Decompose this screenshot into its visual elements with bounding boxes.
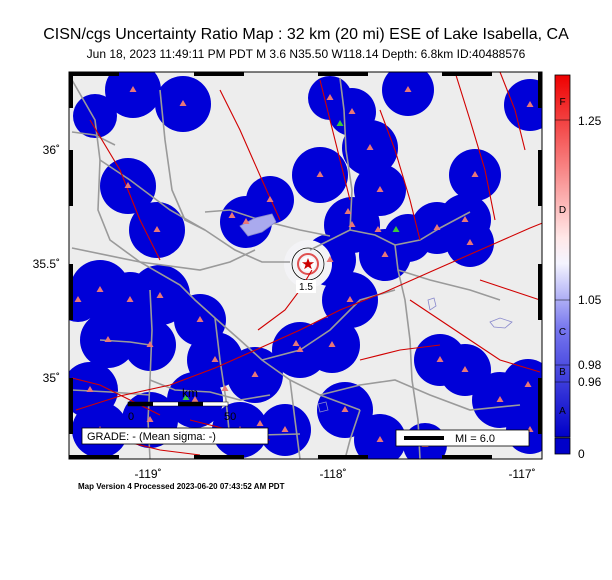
colorbar-value: 0 <box>578 447 585 461</box>
contour-label-box <box>296 280 316 293</box>
lon-tick-label: -117˚ <box>508 467 535 481</box>
colorbar-value: 0.98 <box>578 358 602 372</box>
mi-legend-box <box>395 429 530 447</box>
colorbar-value: 1.05 <box>578 293 602 307</box>
colorbar-letter: F <box>559 97 565 108</box>
scale-bar: km 0 50 <box>127 386 236 423</box>
contour-label: 1.5 <box>299 282 313 293</box>
scale-label-max: 50 <box>224 411 236 423</box>
mi-legend-line <box>404 436 444 440</box>
grade-label: GRADE: - (Mean sigma: -) <box>87 431 216 443</box>
lake <box>239 213 277 237</box>
scale-label-zero: 0 <box>128 411 134 423</box>
colorbar: F D C B A 1.25 1.05 0.98 0.96 0 <box>554 74 602 461</box>
processed-footer: Map Version 4 Processed 2023-06-20 07:43… <box>78 482 285 491</box>
map-subtitle: Jun 18, 2023 11:49:11 PM PDT M 3.6 N35.5… <box>86 47 526 61</box>
colorbar-letter: D <box>559 205 566 216</box>
lat-tick-label: 35.5˚ <box>33 257 60 271</box>
colorbar-letter: A <box>559 406 566 417</box>
roads <box>71 77 521 459</box>
epicenter-star <box>300 256 316 271</box>
grade-box <box>81 427 269 445</box>
colorbar-value: 0.96 <box>578 375 602 389</box>
colorbar-letter: B <box>559 367 566 378</box>
colorbar-value: 1.25 <box>578 114 602 128</box>
lon-tick-label: -119˚ <box>134 467 161 481</box>
map-title: CISN/cgs Uncertainty Ratio Map : 32 km (… <box>43 26 569 43</box>
lon-tick-label: -118˚ <box>319 467 346 481</box>
frame-ticks <box>69 72 542 459</box>
scale-label-km: km <box>182 386 198 400</box>
mi-legend-label: MI = 6.0 <box>455 433 495 445</box>
colorbar-letter: C <box>559 327 566 338</box>
lat-tick-label: 36˚ <box>43 143 60 157</box>
lat-tick-label: 35˚ <box>43 371 60 385</box>
